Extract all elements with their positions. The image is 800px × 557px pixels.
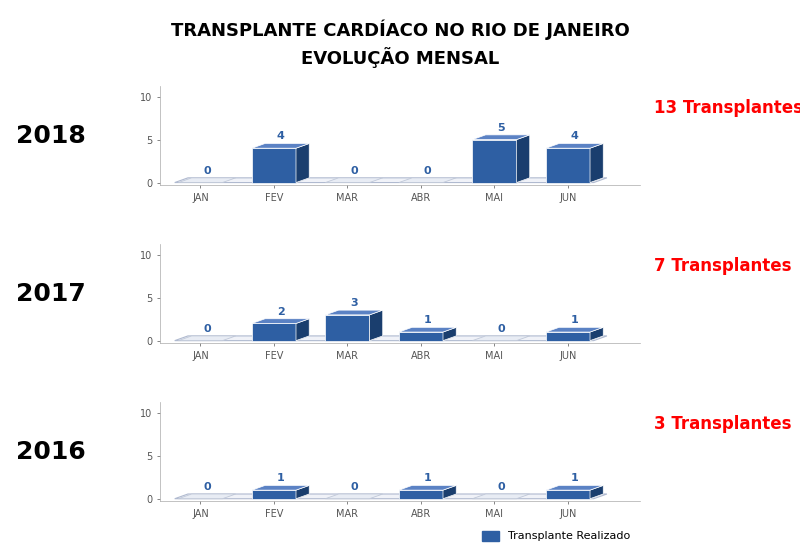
- Polygon shape: [546, 144, 603, 148]
- Polygon shape: [590, 328, 603, 341]
- Text: 3 Transplantes: 3 Transplantes: [654, 415, 792, 433]
- Polygon shape: [546, 178, 603, 183]
- Text: TRANSPLANTE CARDÍACO NO RIO DE JANEIRO: TRANSPLANTE CARDÍACO NO RIO DE JANEIRO: [170, 19, 630, 40]
- Polygon shape: [296, 485, 310, 499]
- Text: 1: 1: [424, 315, 431, 325]
- Polygon shape: [252, 178, 310, 183]
- Polygon shape: [178, 178, 236, 183]
- Text: 7 Transplantes: 7 Transplantes: [654, 257, 792, 275]
- Polygon shape: [252, 490, 296, 499]
- Polygon shape: [399, 332, 443, 341]
- Text: 0: 0: [203, 324, 211, 334]
- Polygon shape: [443, 485, 456, 499]
- Legend: Transplante Realizado: Transplante Realizado: [478, 526, 634, 546]
- Polygon shape: [590, 485, 603, 499]
- Polygon shape: [296, 319, 310, 341]
- Text: 2017: 2017: [16, 282, 86, 306]
- Polygon shape: [178, 336, 236, 341]
- Polygon shape: [443, 328, 456, 341]
- Polygon shape: [473, 336, 530, 341]
- Polygon shape: [326, 178, 382, 183]
- Text: EVOLUÇÃO MENSAL: EVOLUÇÃO MENSAL: [301, 47, 499, 69]
- Text: 3: 3: [350, 298, 358, 308]
- Polygon shape: [473, 178, 530, 183]
- Text: 1: 1: [570, 315, 578, 325]
- Polygon shape: [326, 310, 382, 315]
- Polygon shape: [252, 144, 310, 148]
- Text: 0: 0: [203, 482, 211, 492]
- Polygon shape: [399, 494, 456, 499]
- Text: 5: 5: [498, 123, 505, 133]
- Polygon shape: [326, 494, 382, 499]
- Polygon shape: [252, 494, 310, 499]
- Polygon shape: [174, 336, 607, 341]
- Polygon shape: [517, 135, 530, 183]
- Text: 2018: 2018: [16, 124, 86, 148]
- Text: 0: 0: [350, 165, 358, 175]
- Polygon shape: [546, 328, 603, 332]
- Polygon shape: [473, 494, 530, 499]
- Polygon shape: [252, 336, 310, 341]
- Polygon shape: [296, 144, 310, 183]
- Text: 0: 0: [498, 324, 505, 334]
- Text: 0: 0: [203, 165, 211, 175]
- Polygon shape: [546, 336, 603, 341]
- Text: 13 Transplantes: 13 Transplantes: [654, 99, 800, 117]
- Polygon shape: [473, 140, 517, 183]
- Polygon shape: [370, 310, 382, 341]
- Text: 0: 0: [350, 482, 358, 492]
- Polygon shape: [546, 490, 590, 499]
- Polygon shape: [252, 319, 310, 324]
- Text: 2016: 2016: [16, 440, 86, 464]
- Polygon shape: [174, 494, 607, 499]
- Polygon shape: [252, 148, 296, 183]
- Polygon shape: [399, 336, 456, 341]
- Text: 0: 0: [498, 482, 505, 492]
- Polygon shape: [590, 144, 603, 183]
- Polygon shape: [252, 324, 296, 341]
- Polygon shape: [399, 328, 456, 332]
- Text: 2: 2: [277, 306, 285, 316]
- Polygon shape: [546, 148, 590, 183]
- Polygon shape: [252, 485, 310, 490]
- Text: 0: 0: [424, 165, 431, 175]
- Polygon shape: [326, 315, 370, 341]
- Polygon shape: [399, 490, 443, 499]
- Polygon shape: [546, 494, 603, 499]
- Text: 1: 1: [424, 473, 431, 483]
- Polygon shape: [174, 178, 607, 183]
- Text: 1: 1: [277, 473, 285, 483]
- Polygon shape: [326, 336, 382, 341]
- Polygon shape: [399, 485, 456, 490]
- Text: 4: 4: [277, 131, 285, 141]
- Polygon shape: [546, 332, 590, 341]
- Text: 1: 1: [570, 473, 578, 483]
- Polygon shape: [473, 135, 530, 140]
- Text: 4: 4: [570, 131, 578, 141]
- Polygon shape: [399, 178, 456, 183]
- Polygon shape: [178, 494, 236, 499]
- Polygon shape: [546, 485, 603, 490]
